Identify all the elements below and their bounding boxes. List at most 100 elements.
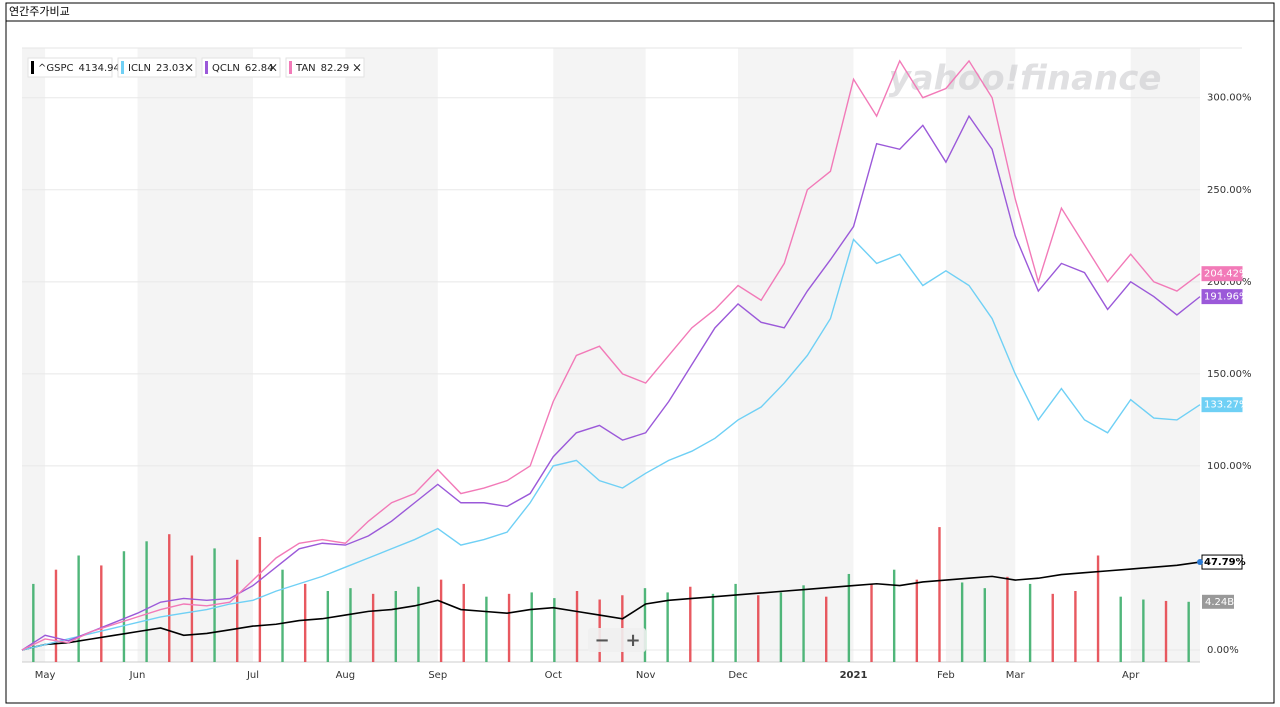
- x-tick-label: 2021: [840, 670, 868, 681]
- zoom-controls: − +: [588, 628, 646, 652]
- volume-bar: [326, 591, 330, 662]
- volume-bar: [711, 593, 715, 662]
- x-tick-label: Nov: [636, 670, 656, 681]
- y-tick-label: 300.00%: [1207, 93, 1252, 104]
- x-tick-label: Dec: [728, 670, 747, 681]
- series-line: [21, 561, 1201, 651]
- legend-name: ICLN: [128, 63, 151, 74]
- volume-bar: [575, 591, 579, 662]
- legend-swatch: [205, 61, 208, 74]
- volume-bar: [77, 555, 80, 662]
- window-title: 연간주가비교: [9, 5, 70, 18]
- x-tick-label: Aug: [336, 670, 356, 681]
- zoom-out-button[interactable]: −: [594, 630, 609, 651]
- volume-bar: [236, 559, 239, 662]
- month-band: [22, 48, 46, 662]
- volume-bar: [145, 541, 148, 662]
- legend-chip-bg: [27, 57, 113, 78]
- legend-swatch: [31, 61, 34, 74]
- watermark: yahoo!finance: [889, 59, 1162, 99]
- volume-bar: [1028, 583, 1032, 662]
- plot-background: [22, 47, 1242, 662]
- volume-bar: [462, 583, 465, 662]
- legend-chip[interactable]: TAN 82.29 ×: [285, 57, 365, 78]
- legend-remove[interactable]: ×: [184, 61, 194, 75]
- end-label: 133.27%: [1204, 400, 1249, 411]
- volume-bar: [32, 583, 35, 662]
- x-tick-label: Jul: [246, 670, 259, 681]
- volume-label: 4.24B: [1205, 597, 1234, 608]
- legend-price: 4134.94: [79, 63, 120, 74]
- x-tick-label: Apr: [1122, 670, 1140, 681]
- legend-chip[interactable]: ICLN 23.03 ×: [117, 57, 197, 78]
- legend-swatch: [289, 61, 292, 74]
- month-band: [1130, 48, 1200, 662]
- volume-bar: [258, 537, 262, 662]
- volume-bar: [734, 583, 737, 662]
- legend-price: 82.29: [321, 63, 350, 74]
- volume-bar: [1187, 601, 1190, 662]
- volume-bar: [892, 569, 896, 662]
- volume-bar: [281, 569, 284, 662]
- legend-chip[interactable]: ^GSPC 4134.94: [27, 57, 120, 78]
- volume-bar: [349, 588, 352, 662]
- volume-bar: [757, 595, 760, 662]
- legend-price: 62.84: [245, 63, 274, 74]
- volume-bar: [1142, 599, 1145, 662]
- end-label: 204.42%: [1204, 269, 1249, 280]
- x-tick-label: Feb: [937, 670, 955, 681]
- volume-bar: [417, 586, 420, 662]
- volume-bar: [371, 593, 375, 662]
- volume-bar: [1006, 576, 1009, 662]
- volume-bar: [54, 569, 58, 662]
- legend-remove[interactable]: ×: [352, 61, 362, 75]
- volume-bar: [689, 586, 692, 662]
- volume-bar: [666, 592, 669, 662]
- volume-bar: [802, 585, 805, 662]
- y-tick-label: 150.00%: [1207, 369, 1252, 380]
- plot: 0.00% 100.00% 150.00% 200.00% 250.00% 300.00%…: [21, 57, 1252, 681]
- y-tick-label: 200.00%: [1207, 277, 1252, 288]
- series-line: [21, 238, 1201, 651]
- volume-bar: [1074, 591, 1077, 662]
- legend-remove[interactable]: ×: [268, 61, 278, 75]
- legend-swatch: [121, 61, 124, 74]
- volume-bar: [553, 598, 556, 662]
- end-dot: [1197, 559, 1203, 566]
- end-label-box: [1201, 397, 1243, 413]
- legend-name: QCLN: [212, 63, 240, 74]
- x-tick-label: Jun: [129, 670, 146, 681]
- volume-bar: [779, 592, 783, 662]
- zoom-in-button[interactable]: +: [625, 630, 640, 651]
- volume-bar: [983, 588, 986, 662]
- legend-chip-bg: [285, 57, 365, 78]
- month-band: [137, 48, 253, 662]
- volume-bar: [303, 583, 307, 662]
- volume-bar: [439, 579, 443, 662]
- legend-chip-bg: [117, 57, 197, 78]
- volume-bar: [394, 591, 397, 662]
- volume-bar: [1164, 600, 1168, 662]
- volume-bar: [847, 573, 851, 662]
- volume-bar: [100, 565, 103, 662]
- x-tick-label: Oct: [545, 670, 562, 681]
- end-label-box: [1201, 289, 1243, 305]
- volume-bar: [825, 596, 828, 662]
- volume-bar: [870, 583, 873, 662]
- volume-bar: [643, 588, 647, 662]
- end-label-box: [1201, 266, 1243, 282]
- month-band: [553, 48, 646, 662]
- volume-bar: [938, 527, 941, 662]
- month-band: [345, 48, 438, 662]
- x-tick-label: Sep: [428, 670, 447, 681]
- volume-bar: [915, 579, 919, 662]
- right-axis-area: [1200, 48, 1242, 662]
- legend-chip[interactable]: QCLN 62.84×: [201, 57, 281, 78]
- y-tick-label: 0.00%: [1207, 645, 1239, 656]
- volume-bar: [168, 534, 171, 662]
- zoom-panel: [588, 628, 646, 652]
- legend-price: 23.03: [156, 63, 185, 74]
- volume-bar: [530, 592, 533, 662]
- series-line: [21, 59, 1201, 651]
